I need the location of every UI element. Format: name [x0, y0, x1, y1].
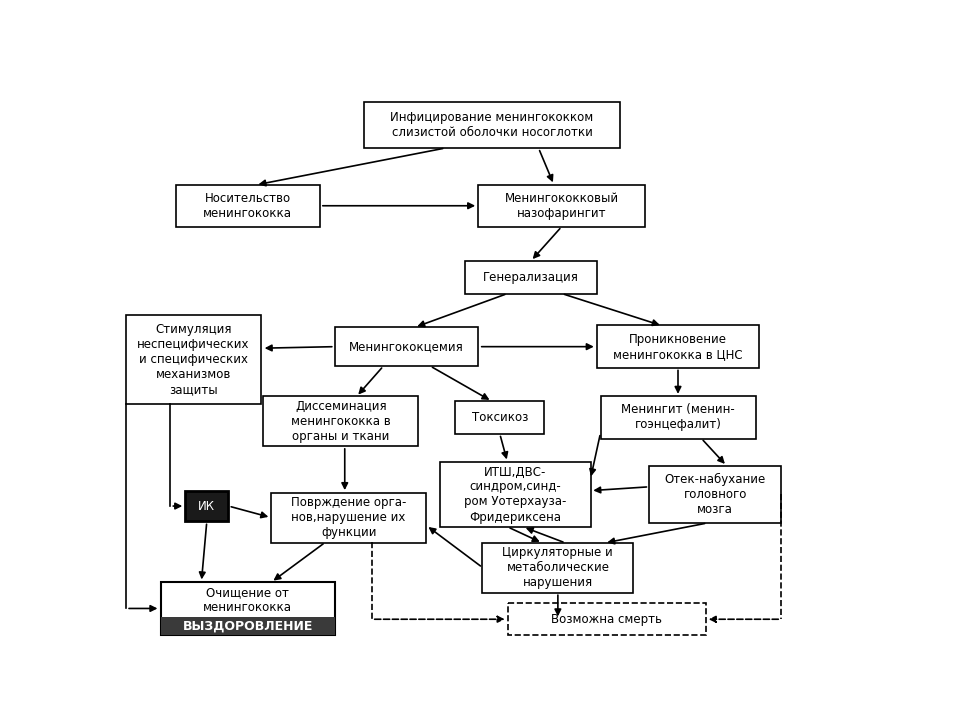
- Text: Менингит (менин-
гоэнцефалит): Менингит (менин- гоэнцефалит): [621, 403, 734, 431]
- Bar: [596, 325, 759, 368]
- Bar: [160, 582, 335, 634]
- Text: Менингококковый
назофарингит: Менингококковый назофарингит: [505, 192, 619, 220]
- Bar: [465, 261, 596, 294]
- Text: Носительство
менингококка: Носительство менингококка: [204, 192, 293, 220]
- Bar: [364, 102, 620, 148]
- Text: Очищение от
менингококка: Очищение от менингококка: [204, 586, 293, 614]
- Bar: [478, 184, 645, 227]
- Text: Проникновение
менингококка в ЦНС: Проникновение менингококка в ЦНС: [613, 333, 743, 361]
- Text: Диссеминация
менингококка в
органы и ткани: Диссеминация менингококка в органы и тка…: [291, 400, 391, 443]
- Text: Стимуляция
неспецифических
и специфических
механизмов
защиты: Стимуляция неспецифических и специфическ…: [137, 323, 250, 396]
- Text: ВЫЗДОРОВЛЕНИЕ: ВЫЗДОРОВЛЕНИЕ: [182, 619, 313, 632]
- Text: Возможна смерть: Возможна смерть: [551, 613, 662, 626]
- Text: ИК: ИК: [199, 500, 215, 513]
- Text: Менингококцемия: Менингококцемия: [349, 340, 464, 353]
- Bar: [455, 401, 544, 433]
- Bar: [271, 492, 426, 543]
- Bar: [482, 543, 634, 593]
- Text: Поврждение орга-
нов,нарушение их
функции: Поврждение орга- нов,нарушение их функци…: [291, 496, 406, 539]
- Text: Отек-набухание
головного
мозга: Отек-набухание головного мозга: [664, 473, 766, 516]
- Bar: [263, 396, 419, 446]
- Bar: [335, 328, 478, 366]
- Bar: [508, 603, 706, 636]
- Bar: [185, 490, 228, 521]
- Text: Токсикоз: Токсикоз: [471, 411, 528, 424]
- Text: ИТШ,ДВС-
синдром,синд-
ром Уотерхауза-
Фридериксена: ИТШ,ДВС- синдром,синд- ром Уотерхауза- Ф…: [464, 466, 566, 523]
- Bar: [601, 396, 756, 438]
- Bar: [160, 617, 335, 634]
- Text: Циркуляторные и
метаболические
нарушения: Циркуляторные и метаболические нарушения: [502, 546, 613, 589]
- Bar: [649, 466, 781, 523]
- Text: Инфицирование менингококком
слизистой оболочки носоглотки: Инфицирование менингококком слизистой об…: [391, 111, 593, 139]
- Bar: [177, 184, 320, 227]
- Text: Генерализация: Генерализация: [483, 271, 579, 284]
- Bar: [126, 315, 261, 404]
- Bar: [440, 462, 590, 527]
